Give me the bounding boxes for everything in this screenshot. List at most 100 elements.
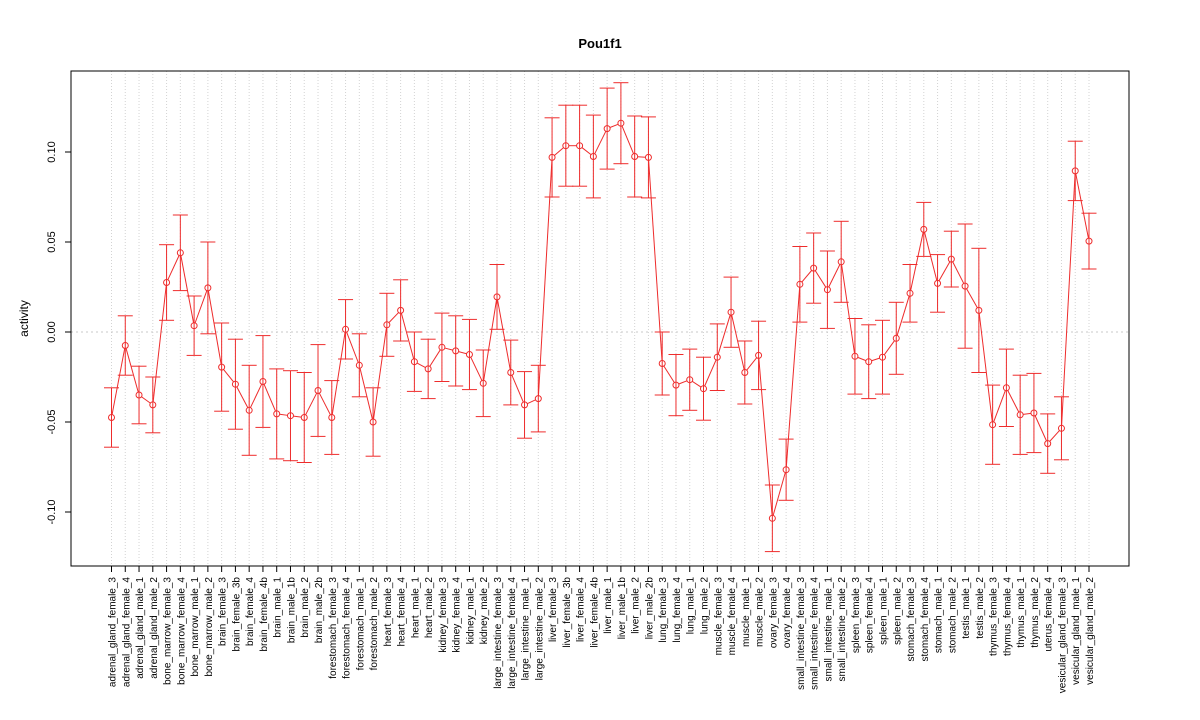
x-tick-label: large_intestine_female_3 — [493, 577, 504, 689]
x-tick-label: liver_female_3 — [548, 577, 559, 642]
data-point — [768, 514, 776, 522]
error-bar — [682, 348, 698, 411]
error-bar — [420, 338, 436, 400]
series-line-segment — [400, 313, 415, 359]
data-point — [245, 406, 253, 414]
x-tick-label: vesicular_gland_male_2 — [1085, 577, 1096, 685]
error-bars — [104, 82, 1097, 553]
x-tick-label: heart_male_1 — [410, 577, 421, 639]
x-tick-label: testis_male_1 — [961, 577, 972, 639]
series-line-segment — [910, 232, 924, 291]
x-tick-label: thymus_female_3 — [989, 577, 1000, 656]
x-tick-label: adrenal_gland_male_2 — [149, 577, 160, 679]
series-line-segment — [497, 299, 511, 370]
series-line-segment — [470, 356, 483, 381]
series-line-segment — [250, 383, 263, 408]
x-tick-label: bone_marrow_male_2 — [204, 577, 215, 677]
data-point — [534, 395, 542, 403]
y-tick-label: -0.05 — [46, 409, 58, 434]
series-line-segment — [857, 356, 867, 362]
error-bar — [737, 340, 753, 405]
error-bar — [117, 315, 133, 376]
error-bar — [627, 115, 643, 198]
series-line-segment — [691, 380, 702, 388]
series-line-segment — [1023, 412, 1032, 415]
series-line-segment — [801, 270, 813, 283]
y-axis-label: activity — [17, 300, 31, 337]
error-bar — [985, 384, 1001, 465]
data-point — [562, 142, 570, 150]
error-bar — [723, 276, 739, 348]
error-bar — [599, 87, 615, 170]
series-line-segment — [263, 384, 276, 412]
series-line-segment — [388, 312, 399, 323]
error-bar — [104, 387, 119, 448]
x-tick-label: liver_female_4b — [589, 577, 600, 648]
series-line-segment — [416, 362, 426, 368]
x-tick-label: kidney_male_1 — [465, 577, 476, 645]
data-point — [314, 387, 322, 394]
data-point — [176, 249, 184, 257]
series-line-segment — [305, 392, 318, 416]
y-tick-label: 0.10 — [46, 141, 58, 162]
x-tick-label: small_intestine_female_3 — [796, 577, 807, 690]
x-tick-label: bone_marrow_male_1 — [190, 577, 201, 677]
series-line-segment — [429, 349, 441, 367]
data-point — [231, 380, 239, 388]
x-tick-label: heart_male_2 — [424, 577, 435, 639]
data-point — [920, 225, 928, 233]
error-bar — [874, 319, 890, 395]
error-bar — [668, 354, 684, 417]
error-bar — [971, 247, 987, 373]
x-tick-label: liver_male_2 — [631, 577, 642, 634]
error-bar — [833, 220, 849, 303]
x-tick-label: brain_female_3 — [218, 577, 229, 646]
data-point — [658, 360, 666, 367]
series-line-segment — [167, 255, 180, 280]
series-line-segment — [293, 415, 302, 418]
chart-title: Pou1f1 — [578, 36, 621, 51]
series-line-segment — [637, 156, 646, 158]
series-line-segment — [1034, 415, 1047, 442]
x-tick-label: muscle_male_2 — [755, 577, 766, 647]
x-tick-label: lung_male_2 — [700, 577, 711, 635]
error-bar — [489, 264, 505, 330]
plot-frame — [70, 70, 1130, 567]
series-line-segment — [828, 264, 841, 288]
series-line-segment — [717, 314, 731, 355]
series-line-segment — [458, 351, 467, 355]
series-line-segment — [1049, 430, 1060, 442]
error-bar — [214, 322, 230, 412]
x-tick-label: thymus_male_1 — [1016, 577, 1027, 648]
x-tick-label: adrenal_gland_male_1 — [135, 577, 146, 679]
error-bar — [613, 82, 629, 165]
data-point — [190, 322, 198, 330]
series-line-segment — [236, 386, 249, 408]
data-point — [121, 342, 129, 349]
data-point — [1057, 424, 1065, 432]
data-point — [218, 363, 226, 371]
data-point — [727, 308, 735, 316]
error-bar — [393, 279, 409, 342]
x-tick-label: liver_male_1 — [603, 577, 614, 634]
x-tick-label: muscle_female_3 — [713, 577, 724, 656]
error-bar — [503, 339, 519, 406]
data-point — [108, 414, 115, 421]
data-point — [521, 401, 529, 409]
data-point — [163, 279, 171, 286]
error-bar — [1026, 372, 1042, 454]
series-line-segment — [594, 131, 607, 155]
error-bar — [998, 348, 1014, 427]
error-bar — [930, 254, 946, 313]
error-bar — [338, 299, 354, 360]
data-point — [975, 306, 983, 314]
data-point — [755, 351, 763, 359]
error-bar — [792, 246, 808, 323]
error-bar — [172, 214, 188, 292]
error-bar — [847, 318, 863, 395]
error-bar — [654, 331, 670, 396]
data-point — [204, 284, 212, 292]
x-tick-label: bone_marrow_female_4 — [176, 577, 187, 685]
series-line-segment — [537, 160, 553, 396]
data-point — [300, 414, 308, 421]
